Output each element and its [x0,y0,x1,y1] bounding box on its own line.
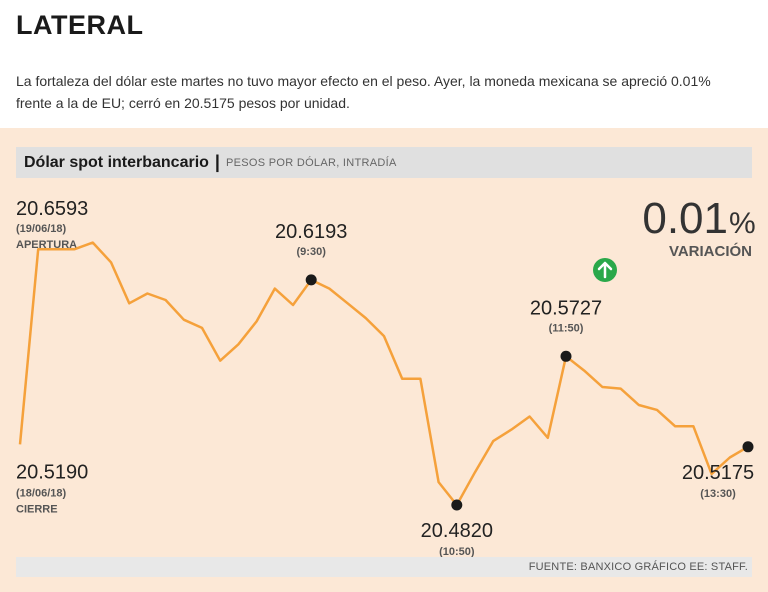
point-value-label: 20.4820 [421,520,493,542]
point-value-label: 20.6193 [275,221,347,243]
summary-text: La fortaleza del dólar este martes no tu… [16,73,711,111]
point-value-label: 20.5190 [16,461,88,483]
point-date-label: (18/06/18) [16,487,66,499]
chart-title-bar: Dólar spot interbancario | PESOS POR DÓL… [16,147,752,178]
marker-layer [305,274,754,511]
data-point-marker [560,350,572,362]
chart-subtitle: PESOS POR DÓLAR, INTRADÍA [225,156,397,169]
point-date-label: (9:30) [297,246,327,258]
variation-unit: % [729,207,756,240]
arrow-up-circle-icon [593,258,617,282]
data-point-marker [305,274,317,286]
annotation-layer: 20.6593 (19/06/18) APERTURA 0.01 % VARIA… [16,194,756,282]
point-date-label: (10:50) [439,546,475,558]
variation-label: VARIACIÓN [669,242,752,260]
point-date-label: (13:30) [700,488,736,500]
data-point-marker [451,499,463,511]
opening-date: (19/06/18) [16,223,66,235]
series-layer [18,241,749,507]
header-band [0,0,768,128]
point-caption-label: CIERRE [16,503,58,515]
page-title: LATERAL [16,10,144,40]
source-note: FUENTE: BANXICO GRÁFICO EE: STAFF. [16,557,752,577]
series-line [18,241,749,507]
title-separator: | [214,152,220,172]
data-point-marker [742,441,754,453]
variation-value: 0.01 [642,194,728,243]
point-date-label: (11:50) [549,322,584,334]
chart-title: Dólar spot interbancario [24,153,209,171]
point-label-layer: 20.5190 (18/06/18) CIERRE 20.6193 (9:30) 20.4… [16,221,754,558]
point-value-label: 20.5727 [530,297,602,319]
opening-value: 20.6593 [16,198,88,220]
point-value-label: 20.5175 [682,462,754,484]
